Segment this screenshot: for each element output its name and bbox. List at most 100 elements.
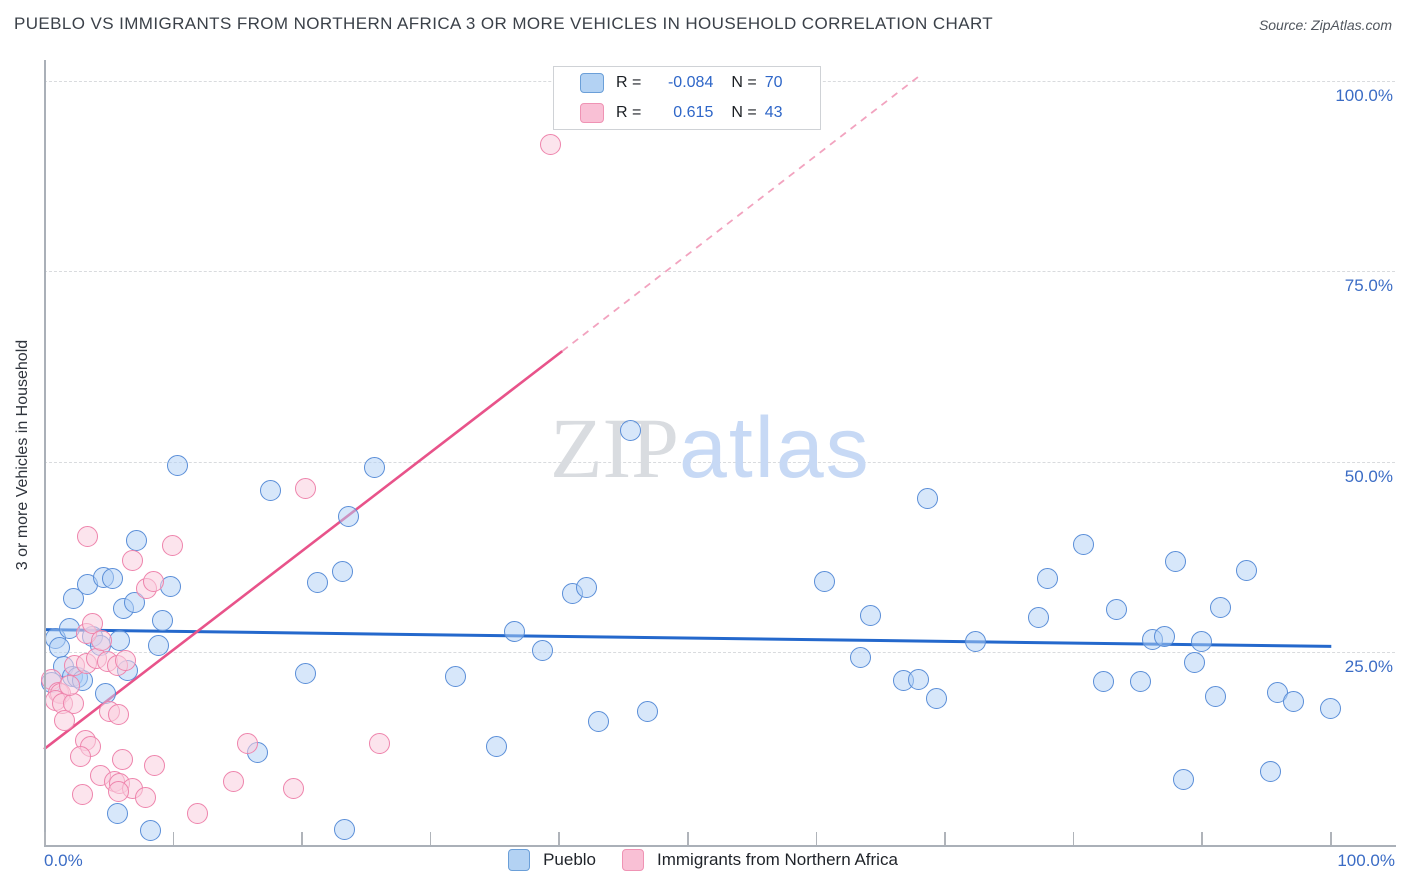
data-point-immigrants	[77, 526, 99, 548]
r-value-pueblo: -0.084	[667, 74, 714, 91]
data-point-pueblo	[587, 711, 609, 733]
data-point-immigrants	[108, 780, 130, 802]
data-point-pueblo	[964, 630, 986, 652]
data-point-pueblo	[126, 530, 148, 552]
pueblo-swatch-icon	[580, 73, 604, 93]
data-point-pueblo	[486, 736, 508, 758]
data-point-immigrants	[114, 650, 136, 672]
x-tick-100	[1330, 832, 1332, 845]
data-point-immigrants	[142, 571, 164, 593]
data-point-pueblo	[1235, 559, 1257, 581]
data-point-immigrants	[72, 783, 94, 805]
data-point-immigrants	[135, 786, 157, 808]
data-point-pueblo	[101, 568, 123, 590]
zipatlas-watermark: ZIPatlas	[550, 405, 871, 491]
data-point-pueblo	[504, 621, 526, 643]
data-point-pueblo	[106, 803, 128, 825]
data-point-pueblo	[109, 629, 131, 651]
data-point-pueblo	[1172, 769, 1194, 791]
data-point-pueblo	[916, 488, 938, 510]
data-point-immigrants	[69, 746, 91, 768]
data-point-immigrants	[54, 709, 76, 731]
pueblo-swatch-icon	[508, 849, 531, 871]
data-point-pueblo	[259, 479, 281, 501]
data-point-pueblo	[1190, 630, 1212, 652]
y-tick-label-75: 75.0%	[1344, 276, 1393, 296]
data-point-pueblo	[151, 610, 173, 632]
data-point-immigrants	[122, 549, 144, 571]
source-attribution: Source: ZipAtlas.com	[1258, 17, 1392, 33]
data-point-immigrants	[236, 733, 258, 755]
y-tick-label-50: 50.0%	[1344, 466, 1393, 486]
y-axis-line	[44, 60, 46, 845]
legend-row-pueblo: R = -0.084 N = 70	[554, 70, 820, 96]
data-point-pueblo	[1205, 686, 1227, 708]
data-point-immigrants	[91, 629, 113, 651]
data-point-pueblo	[636, 700, 658, 722]
immigrants-swatch-icon	[622, 849, 645, 871]
trend-line-pueblo	[43, 628, 1332, 648]
data-point-pueblo	[1165, 551, 1187, 573]
x-tick-60	[815, 832, 818, 845]
data-point-pueblo	[445, 665, 467, 687]
data-point-immigrants	[162, 535, 184, 557]
data-point-pueblo	[1210, 597, 1232, 619]
data-point-pueblo	[1184, 651, 1206, 673]
r-value-immigrants: 0.615	[673, 104, 714, 121]
data-point-immigrants	[222, 771, 244, 793]
data-point-immigrants	[369, 733, 391, 755]
series-legend: Pueblo Immigrants from Northern Africa	[0, 849, 1406, 871]
data-point-pueblo	[364, 457, 385, 479]
legend-label-pueblo: Pueblo	[543, 850, 597, 869]
data-point-pueblo	[619, 419, 641, 441]
data-point-pueblo	[576, 577, 598, 599]
data-point-pueblo	[331, 561, 353, 583]
r-label: R =	[616, 104, 642, 121]
data-point-pueblo	[147, 635, 169, 657]
x-tick-50	[687, 832, 689, 845]
data-point-pueblo	[1036, 568, 1058, 590]
x-tick-80	[1072, 832, 1075, 845]
gridline-75	[44, 271, 1395, 273]
x-tick-40	[558, 832, 560, 845]
n-label: N =	[731, 104, 757, 121]
data-point-pueblo	[334, 818, 356, 840]
data-point-pueblo	[307, 571, 329, 593]
data-point-immigrants	[294, 478, 316, 500]
data-point-pueblo	[140, 820, 162, 842]
data-point-pueblo	[294, 663, 316, 685]
chart-title: PUEBLO VS IMMIGRANTS FROM NORTHERN AFRIC…	[14, 14, 994, 33]
data-point-immigrants	[144, 754, 166, 776]
legend-item-pueblo: Pueblo	[508, 849, 596, 871]
legend-item-immigrants: Immigrants from Northern Africa	[622, 849, 898, 871]
y-tick-label-25: 25.0%	[1344, 656, 1393, 676]
x-tick-10	[172, 832, 175, 845]
legend-row-immigrants: R = 0.615 N = 43	[554, 100, 820, 126]
data-point-pueblo	[1027, 607, 1049, 628]
gridline-50	[44, 461, 1395, 463]
x-tick-90	[1201, 832, 1203, 845]
data-point-pueblo	[1283, 691, 1305, 713]
x-tick-70	[944, 832, 946, 845]
data-point-pueblo	[907, 668, 929, 690]
legend-label-immigrants: Immigrants from Northern Africa	[657, 850, 898, 869]
data-point-pueblo	[167, 454, 189, 476]
data-point-pueblo	[1072, 533, 1094, 555]
data-point-pueblo	[338, 505, 360, 527]
y-tick-label-100: 100.0%	[1335, 86, 1393, 105]
data-point-pueblo	[814, 571, 836, 593]
x-axis-min-label: 0.0%	[44, 851, 83, 870]
data-point-immigrants	[540, 133, 562, 155]
data-point-pueblo	[1319, 698, 1341, 720]
data-point-pueblo	[48, 637, 70, 659]
data-point-immigrants	[111, 748, 133, 770]
x-axis-max-label: 100.0%	[1337, 851, 1395, 870]
data-point-pueblo	[860, 605, 882, 627]
watermark-zip: ZIP	[550, 400, 679, 496]
data-point-pueblo	[925, 687, 947, 709]
data-point-pueblo	[1130, 670, 1152, 692]
x-axis-line	[44, 845, 1396, 847]
data-point-immigrants	[108, 703, 130, 725]
x-tick-20	[301, 832, 303, 845]
r-label: R =	[616, 74, 642, 91]
